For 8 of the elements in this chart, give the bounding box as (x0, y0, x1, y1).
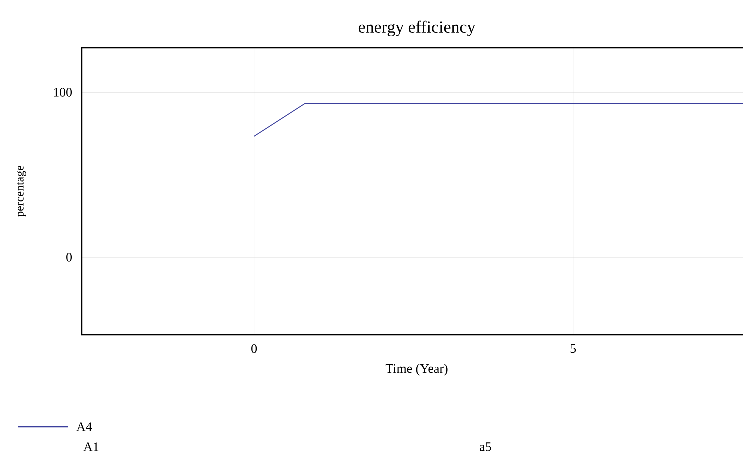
y-axis-title: percentage (17, 166, 26, 218)
text: A1 (84, 442, 99, 452)
legend-label: A4 (76, 422, 92, 432)
x-axis-title: Time (Year) (386, 364, 448, 376)
text: a5 (480, 442, 492, 452)
x-tick-label: 5 (570, 344, 576, 354)
y-tick-label: 100 (54, 88, 72, 97)
chart-title: energy efficiency (358, 20, 476, 36)
